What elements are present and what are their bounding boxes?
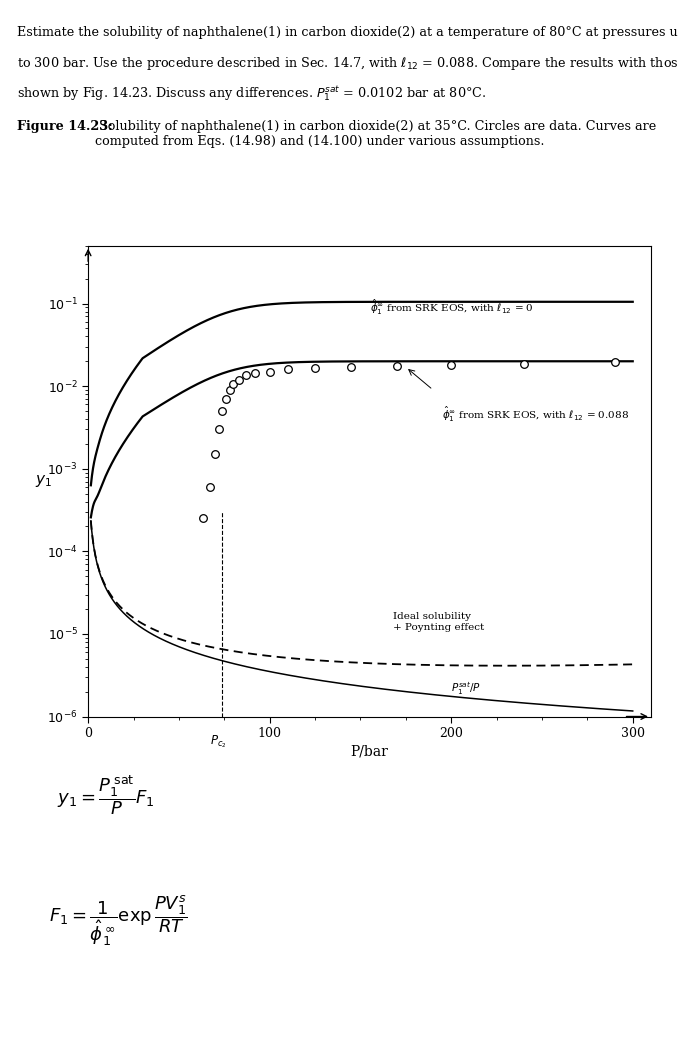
Text: $\hat{\phi}_1^\infty$ from SRK EOS, with $\ell_{12}$ = 0.088: $\hat{\phi}_1^\infty$ from SRK EOS, with…	[442, 405, 629, 425]
Text: $P_{c_2}$: $P_{c_2}$	[210, 733, 226, 750]
Text: to 300 bar. Use the procedure described in Sec. 14.7, with $\ell_{12}$ = 0.088. : to 300 bar. Use the procedure described …	[17, 55, 678, 72]
Text: shown by Fig. 14.23. Discuss any differences. $P_1^{sat}$ = 0.0102 bar at 80°C.: shown by Fig. 14.23. Discuss any differe…	[17, 85, 486, 104]
Text: Estimate the solubility of naphthalene(1) in carbon dioxide(2) at a temperature : Estimate the solubility of naphthalene(1…	[17, 26, 678, 39]
Y-axis label: $y_1$: $y_1$	[35, 473, 52, 490]
Text: Figure 14.23:: Figure 14.23:	[17, 120, 113, 133]
Text: $y_1 = \dfrac{P_1^{\:\mathrm{sat}}}{P} F_1$: $y_1 = \dfrac{P_1^{\:\mathrm{sat}}}{P} F…	[57, 773, 155, 817]
Text: $P_1^{sat}/P$: $P_1^{sat}/P$	[451, 680, 481, 697]
Text: $\hat{\phi}_1^\infty$ from SRK EOS, with $\ell_{12}$ = 0: $\hat{\phi}_1^\infty$ from SRK EOS, with…	[370, 298, 534, 317]
Text: Solubility of naphthalene(1) in carbon dioxide(2) at 35°C. Circles are data. Cur: Solubility of naphthalene(1) in carbon d…	[95, 120, 656, 149]
X-axis label: P/bar: P/bar	[351, 744, 388, 758]
Text: $F_1 = \dfrac{1}{\hat{\phi}_1^{\:\infty}} \exp \dfrac{PV_1^s}{RT}$: $F_1 = \dfrac{1}{\hat{\phi}_1^{\:\infty}…	[49, 893, 188, 948]
Text: Ideal solubility
+ Poynting effect: Ideal solubility + Poynting effect	[393, 612, 484, 632]
